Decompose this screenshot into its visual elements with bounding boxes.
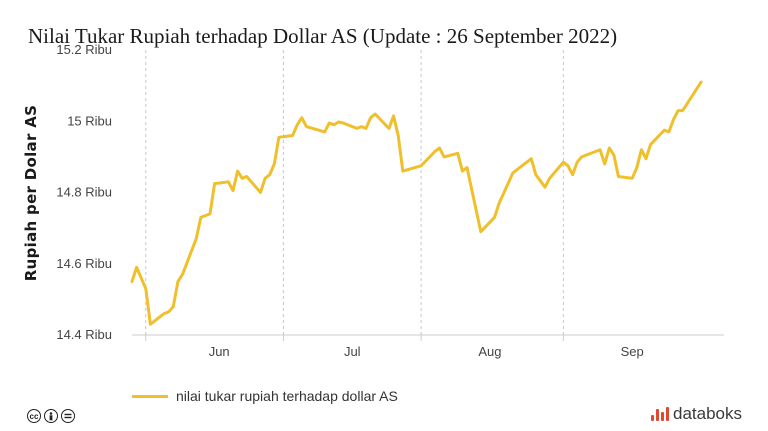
- attribution-person-icon: [49, 411, 53, 420]
- x-tick-label-jul: Jul: [344, 344, 361, 359]
- x-tick-label-sep: Sep: [621, 344, 644, 359]
- y-tick-label-1: 14.6 Ribu: [56, 256, 112, 271]
- brand-logo[interactable]: databoks: [651, 404, 742, 424]
- attribution-icon: [44, 409, 58, 423]
- y-tick-label-2: 14.8 Ribu: [56, 185, 112, 200]
- legend-swatch: [132, 394, 168, 398]
- y-tick-label-4: 15.2 Ribu: [56, 42, 112, 57]
- series-line-0: [130, 80, 703, 326]
- creative-commons-icon: cc: [27, 409, 41, 423]
- x-gridlines: [145, 50, 564, 335]
- x-tick-label-jun: Jun: [209, 344, 230, 359]
- y-tick-label-3: 15 Ribu: [67, 113, 112, 128]
- chart-title: Nilai Tukar Rupiah terhadap Dollar AS (U…: [28, 24, 618, 48]
- brand-name: databoks: [673, 404, 742, 423]
- x-tick-label-aug: Aug: [478, 344, 501, 359]
- no-derivatives-icon: [61, 409, 75, 423]
- legend-label: nilai tukar rupiah terhadap dollar AS: [176, 388, 398, 404]
- y-tick-label-0: 14.4 Ribu: [56, 327, 112, 342]
- legend[interactable]: nilai tukar rupiah terhadap dollar AS: [132, 388, 398, 404]
- series-group: [130, 80, 703, 326]
- y-tick-labels: 14.4 Ribu 14.6 Ribu 14.8 Ribu 15 Ribu 15.2 R…: [56, 42, 112, 342]
- license-icons: cc: [27, 409, 75, 423]
- y-axis-label: Rupiah per Dolar AS: [22, 105, 40, 281]
- x-tick-labels: Jun Jul Aug Sep: [209, 344, 644, 359]
- databoks-logo-icon: [651, 407, 669, 421]
- equals-glyph-icon: [64, 413, 72, 419]
- x-tick-marks: [145, 335, 564, 341]
